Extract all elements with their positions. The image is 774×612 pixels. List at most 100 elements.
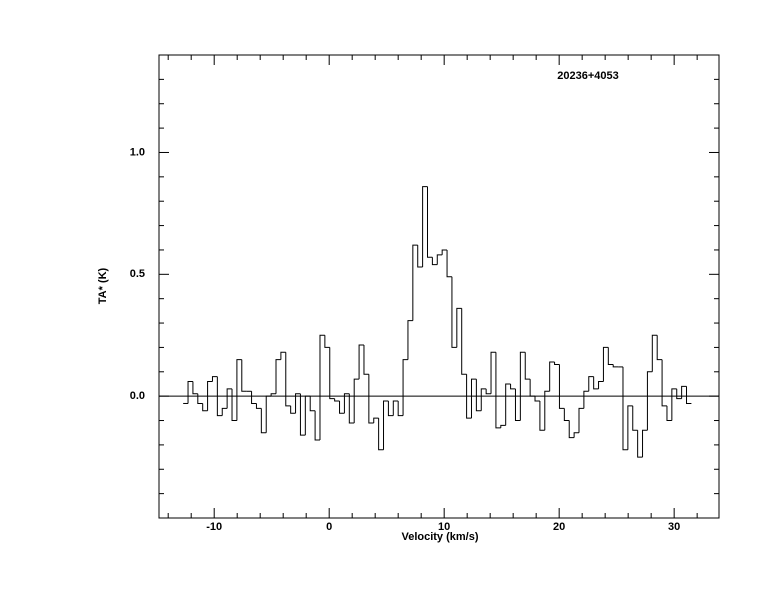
x-tick-label: -10 xyxy=(206,521,222,533)
spectrum-step xyxy=(612,364,619,368)
spectrum-step xyxy=(510,383,516,390)
spectrum-step xyxy=(651,334,658,372)
spectrum-step xyxy=(412,244,418,321)
spectrum-step xyxy=(524,352,531,380)
spectrum-step xyxy=(637,430,643,458)
spectrum-step xyxy=(622,366,628,451)
spectrum-step xyxy=(519,351,526,421)
spectrum-step xyxy=(202,403,208,412)
spectrum-step xyxy=(554,362,560,365)
y-tick-label: 0.5 xyxy=(130,268,145,280)
spectrum-step xyxy=(686,386,692,404)
spectrum-step xyxy=(211,376,218,382)
spectrum-step xyxy=(353,378,360,423)
spectrum-step xyxy=(280,351,286,360)
spectrum-step xyxy=(324,335,330,348)
spectrum-step xyxy=(456,307,462,348)
plot-frame xyxy=(158,54,720,519)
spectrum-step xyxy=(314,410,320,441)
spectrum-step xyxy=(397,401,404,417)
spectrum-step xyxy=(216,376,223,417)
spectrum-step xyxy=(578,407,584,433)
spectrum-step xyxy=(402,359,408,416)
spectrum-step xyxy=(275,359,281,394)
spectrum-step xyxy=(495,352,501,429)
spectrum-step xyxy=(583,390,589,409)
spectrum-step xyxy=(588,376,594,392)
spectrum-step xyxy=(573,432,579,438)
y-axis-label: TA* (K) xyxy=(97,267,109,304)
spectrum-step xyxy=(549,361,555,392)
spectrum-step xyxy=(226,388,233,409)
spectrum-step xyxy=(563,408,570,422)
y-tick-label: 1.0 xyxy=(130,146,145,158)
spectrum-step xyxy=(290,405,296,414)
spectrum-step xyxy=(529,379,536,397)
spectrum-step xyxy=(534,396,540,402)
spectrum-step xyxy=(602,346,609,382)
spectrum-step xyxy=(304,395,311,436)
spectrum-step xyxy=(299,393,306,436)
spectrum-step xyxy=(407,320,413,360)
spectrum-step xyxy=(666,405,672,422)
spectrum-step xyxy=(270,393,277,397)
spectrum-step xyxy=(358,344,364,380)
spectrum-step xyxy=(451,276,457,348)
chart-title: 20236+4053 xyxy=(557,70,618,82)
spectrum-step xyxy=(632,405,638,431)
x-tick-label: 10 xyxy=(438,521,450,533)
spectrum-step xyxy=(480,388,487,411)
spectrum-step xyxy=(383,400,389,450)
spectrum-step xyxy=(436,254,443,265)
spectrum-step xyxy=(461,308,467,375)
spectrum-step xyxy=(475,379,482,412)
spectrum-step xyxy=(197,393,203,404)
spectrum-step xyxy=(500,424,506,428)
x-tick-label: 20 xyxy=(553,521,565,533)
spectrum-step xyxy=(505,383,511,426)
spectrum-step xyxy=(568,420,575,439)
spectrum-step xyxy=(231,388,237,422)
spectrum-step xyxy=(192,381,198,395)
spectrum-step xyxy=(329,347,335,400)
spectrum-step xyxy=(241,359,247,392)
spectrum-step xyxy=(607,347,614,365)
spectrum-step xyxy=(265,395,272,433)
spectrum-step xyxy=(431,257,438,266)
spectrum-step xyxy=(514,388,521,422)
spectrum-step xyxy=(368,374,374,424)
spectrum-step xyxy=(260,408,267,434)
spectrum-step xyxy=(339,401,345,414)
x-tick-label: 0 xyxy=(326,521,332,533)
spectrum-step xyxy=(392,400,399,416)
spectrum-step xyxy=(544,390,550,431)
spectrum-step xyxy=(598,381,604,389)
spectrum-step xyxy=(319,334,325,441)
spectrum-step xyxy=(646,371,653,431)
spectrum-step xyxy=(295,393,301,414)
spectrum-step xyxy=(490,351,496,394)
spectrum-step xyxy=(681,385,687,399)
spectrum-step xyxy=(387,401,394,417)
spectrum-step xyxy=(593,376,599,390)
spectrum-step xyxy=(221,407,228,416)
spectrum-step xyxy=(373,417,379,423)
y-tick-label: 0.0 xyxy=(130,390,145,402)
spectrum-step xyxy=(334,398,340,402)
spectrum-step xyxy=(285,352,291,407)
spectrum-step xyxy=(348,393,355,424)
spectrum-step xyxy=(627,405,633,450)
spectrum-step xyxy=(558,364,565,409)
spectrum-step xyxy=(207,381,213,411)
spectrum-step xyxy=(466,374,472,419)
spectrum-step xyxy=(446,249,452,278)
spectrum-step xyxy=(417,245,423,268)
x-tick-label: 30 xyxy=(668,521,680,533)
spectrum-step xyxy=(539,401,545,431)
spectrum-step xyxy=(309,396,316,412)
spectrum-step xyxy=(427,186,433,258)
x-axis-label: Velocity (km/s) xyxy=(401,531,478,543)
spectrum-step xyxy=(671,388,677,421)
spectrum-step xyxy=(343,393,350,414)
